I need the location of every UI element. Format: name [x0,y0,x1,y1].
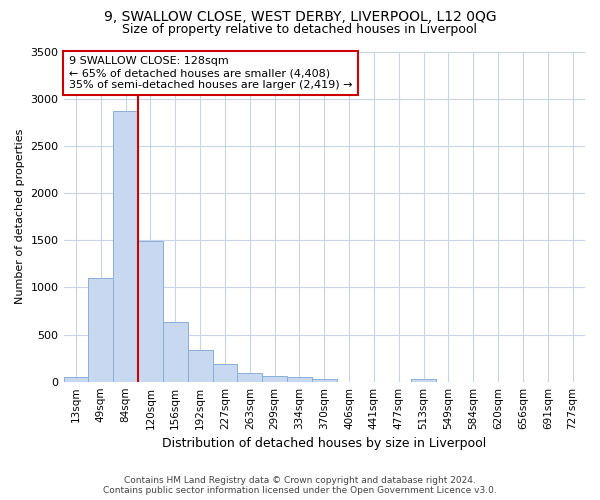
Bar [138,241,163,382]
Bar [262,376,287,382]
Bar [188,350,212,382]
Bar [287,377,312,382]
Bar [312,379,337,382]
Text: 9, SWALLOW CLOSE, WEST DERBY, LIVERPOOL, L12 0QG: 9, SWALLOW CLOSE, WEST DERBY, LIVERPOOL,… [104,10,496,24]
Bar [212,364,238,382]
Bar [88,278,113,382]
Y-axis label: Number of detached properties: Number of detached properties [15,129,25,304]
Bar [163,322,188,382]
Bar [411,379,436,382]
Bar [113,111,138,382]
Text: Contains HM Land Registry data © Crown copyright and database right 2024.
Contai: Contains HM Land Registry data © Crown c… [103,476,497,495]
Text: Size of property relative to detached houses in Liverpool: Size of property relative to detached ho… [122,22,478,36]
Bar [238,372,262,382]
X-axis label: Distribution of detached houses by size in Liverpool: Distribution of detached houses by size … [162,437,487,450]
Bar [64,377,88,382]
Text: 9 SWALLOW CLOSE: 128sqm
← 65% of detached houses are smaller (4,408)
35% of semi: 9 SWALLOW CLOSE: 128sqm ← 65% of detache… [69,56,352,90]
